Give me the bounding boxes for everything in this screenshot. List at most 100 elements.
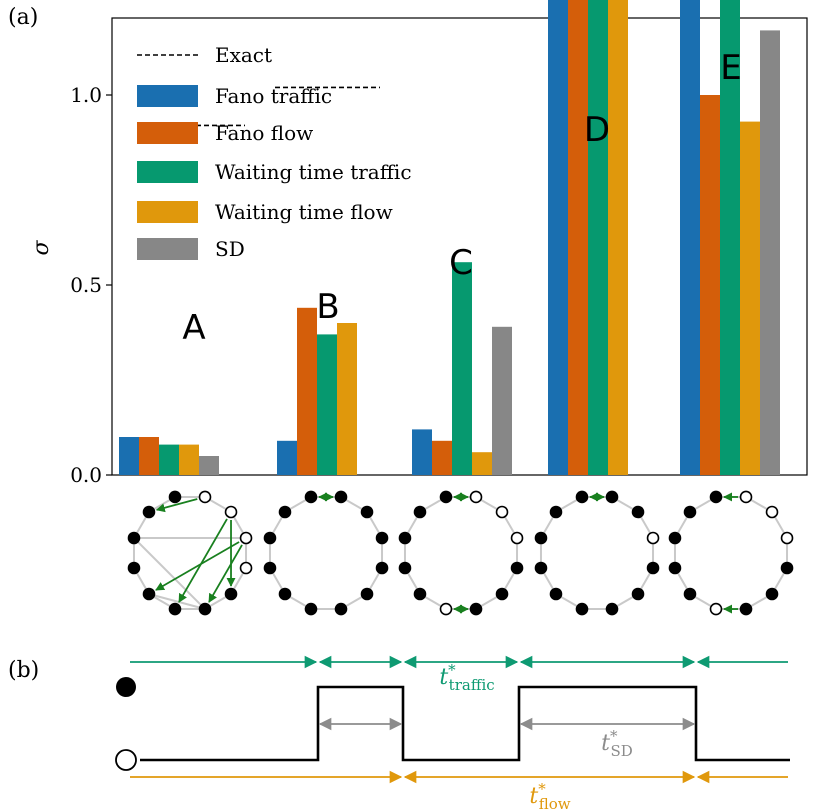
network-edge bbox=[133, 537, 206, 610]
empty-site-node bbox=[224, 505, 238, 519]
occupied-site-node bbox=[198, 602, 212, 616]
occupied-site-node bbox=[304, 602, 318, 616]
occupied-site-node bbox=[469, 602, 483, 616]
occupied-site-node bbox=[668, 561, 682, 575]
occupied-site-node bbox=[360, 505, 374, 519]
occupied-site-node bbox=[668, 531, 682, 545]
bar-E-waiting-time-traffic bbox=[720, 0, 740, 475]
occupied-site-node bbox=[413, 505, 427, 519]
bar-E-sd bbox=[760, 30, 780, 476]
occupied-site-node bbox=[375, 561, 389, 575]
legend-label-sd: SD bbox=[215, 237, 245, 261]
legend-label-exact: Exact bbox=[215, 43, 272, 67]
hop-arrow bbox=[155, 541, 240, 591]
occupied-site-node bbox=[398, 531, 412, 545]
legend: Exact Fano traffic Fano flow Waiting time t… bbox=[137, 43, 412, 261]
occupied-site-node bbox=[780, 561, 794, 575]
occupied-site-node bbox=[334, 490, 348, 504]
bar-A-waiting-time-traffic bbox=[159, 444, 179, 475]
empty-site-node bbox=[646, 531, 660, 545]
occupied-site-node bbox=[534, 531, 548, 545]
bar-C-fano-flow bbox=[432, 440, 452, 475]
legend-label-waiting-time-traffic: Waiting time traffic bbox=[215, 160, 412, 184]
empty-site-node bbox=[439, 602, 453, 616]
category-label-D: D bbox=[584, 110, 610, 150]
occupied-site-node bbox=[709, 490, 723, 504]
bar-B-fano-traffic bbox=[277, 440, 297, 475]
empty-site-node bbox=[780, 531, 794, 545]
network-edge bbox=[148, 593, 206, 610]
flow-time-label: t* flow bbox=[529, 780, 570, 811]
sd-time-label: t* SD bbox=[601, 727, 633, 760]
legend-swatch-sd bbox=[137, 238, 198, 260]
hop-arrow bbox=[178, 518, 228, 603]
bar-E-fano-flow bbox=[700, 95, 720, 475]
empty-site-node bbox=[765, 505, 779, 519]
y-tick-label: 0.5 bbox=[70, 273, 102, 297]
legend-label-waiting-time-flow: Waiting time flow bbox=[215, 200, 393, 224]
legend-swatch-waiting-time-traffic bbox=[137, 161, 198, 183]
empty-site-node bbox=[198, 490, 212, 504]
hop-arrow bbox=[208, 544, 243, 603]
occupied-site-node bbox=[683, 505, 697, 519]
empty-site-node bbox=[469, 490, 483, 504]
occupied-site-node bbox=[142, 587, 156, 601]
bar-A-sd bbox=[199, 456, 219, 475]
hop-arrow bbox=[155, 498, 198, 513]
occupied-site-node bbox=[683, 587, 697, 601]
occupied-site-node bbox=[224, 587, 238, 601]
bar-E-waiting-time-flow bbox=[740, 121, 760, 475]
occupied-site-node bbox=[605, 602, 619, 616]
legend-swatch-fano-traffic bbox=[137, 85, 198, 107]
occupied-site-node bbox=[398, 561, 412, 575]
occupied-site-node bbox=[278, 505, 292, 519]
occupied-site-node bbox=[549, 587, 563, 601]
occupied-site-node bbox=[127, 561, 141, 575]
bar-D-fano-traffic bbox=[548, 0, 568, 476]
bar-B-waiting-time-traffic bbox=[317, 334, 337, 475]
bar-D-fano-flow bbox=[568, 0, 588, 475]
occupied-site-node bbox=[605, 490, 619, 504]
empty-site-node bbox=[495, 505, 509, 519]
occupied-site-node bbox=[534, 561, 548, 575]
empty-site-node bbox=[510, 531, 524, 545]
bar-A-waiting-time-flow bbox=[179, 444, 199, 475]
bar-B-waiting-time-flow bbox=[337, 323, 357, 475]
occupied-site-node bbox=[127, 531, 141, 545]
category-label-A: A bbox=[182, 308, 205, 348]
occupied-site-node bbox=[439, 490, 453, 504]
occupation-trace bbox=[140, 685, 790, 762]
occupied-site-node bbox=[646, 561, 660, 575]
network-diagram-2 bbox=[263, 490, 389, 616]
traffic-time-label: t* traffic bbox=[439, 661, 494, 694]
y-tick-label: 0.0 bbox=[70, 463, 102, 487]
empty-site-node bbox=[739, 490, 753, 504]
network-diagrams bbox=[127, 490, 794, 616]
network-diagram-3 bbox=[398, 490, 524, 616]
empty-site-node bbox=[239, 531, 253, 545]
y-axis: 0.00.51.01.52.0 bbox=[70, 83, 112, 487]
bar-D-waiting-time-traffic bbox=[588, 0, 608, 475]
panel-label-a: (a) bbox=[8, 5, 38, 30]
occupied-site-node bbox=[495, 587, 509, 601]
category-label-E: E bbox=[720, 48, 741, 88]
occupied-site-node bbox=[263, 531, 277, 545]
occupied-site-node bbox=[575, 490, 589, 504]
occupied-state-marker bbox=[116, 677, 136, 697]
bar-A-fano-flow bbox=[139, 437, 159, 475]
y-tick-label: 1.0 bbox=[70, 83, 102, 107]
occupied-site-node bbox=[168, 490, 182, 504]
occupied-site-node bbox=[631, 505, 645, 519]
bar-C-sd bbox=[492, 326, 512, 475]
bar-A-fano-traffic bbox=[119, 437, 139, 475]
occupied-site-node bbox=[739, 602, 753, 616]
legend-label-fano-traffic: Fano traffic bbox=[215, 84, 332, 108]
occupied-site-node bbox=[360, 587, 374, 601]
occupied-site-node bbox=[168, 602, 182, 616]
bar-E-fano-traffic bbox=[680, 0, 700, 476]
occupied-site-node bbox=[413, 587, 427, 601]
legend-label-fano-flow: Fano flow bbox=[215, 121, 313, 145]
legend-swatch-fano-flow bbox=[137, 122, 198, 144]
occupied-site-node bbox=[304, 490, 318, 504]
bar-C-waiting-time-flow bbox=[472, 452, 492, 475]
